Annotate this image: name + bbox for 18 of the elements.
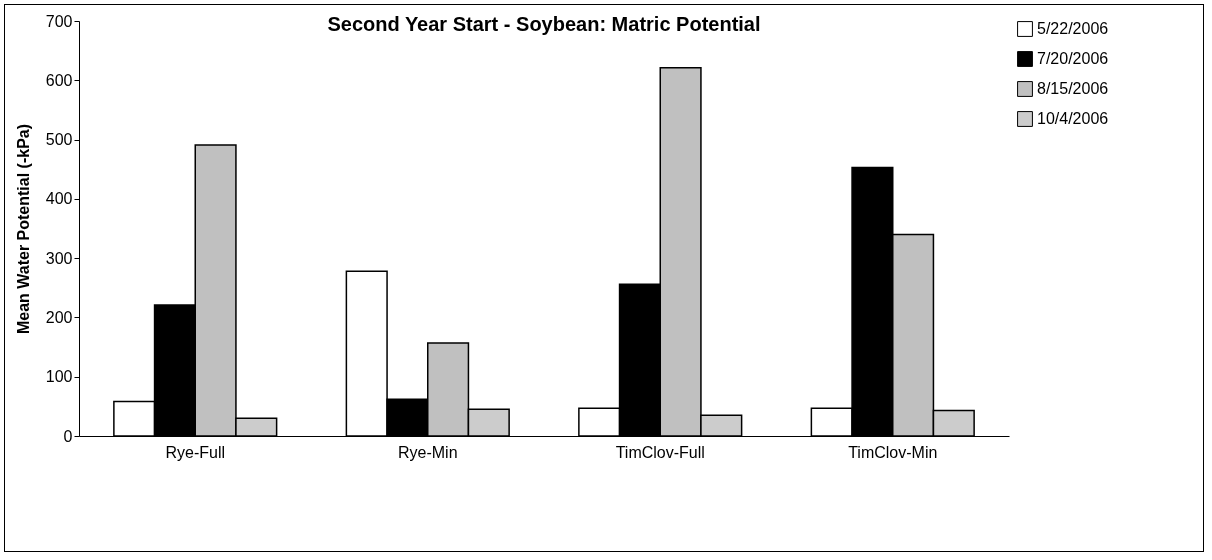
chart-title: Second Year Start - Soybean: Matric Potential: [327, 13, 761, 35]
x-tick-label: Rye-Min: [397, 443, 458, 461]
y-tick-label: 600: [45, 71, 73, 89]
y-tick-label: 700: [45, 12, 73, 30]
y-tick-label: 500: [45, 131, 73, 149]
y-tick-label: 400: [45, 190, 73, 208]
y-tick-label: 300: [45, 249, 73, 267]
x-tick-label: TimClov-Min: [848, 443, 938, 461]
y-tick-label: 0: [63, 427, 73, 445]
x-tick-label: Rye-Full: [165, 443, 226, 461]
legend-label: 5/22/2006: [1037, 20, 1109, 37]
y-axis-title: Mean Water Potential (-kPa): [14, 123, 32, 335]
legend-label: 8/15/2006: [1037, 80, 1109, 97]
x-tick-label: TimClov-Full: [615, 443, 705, 461]
legend-label: 10/4/2006: [1037, 110, 1109, 127]
y-tick-label: 200: [45, 308, 73, 326]
y-tick-label: 100: [45, 368, 73, 386]
legend-label: 7/20/2006: [1037, 50, 1109, 67]
